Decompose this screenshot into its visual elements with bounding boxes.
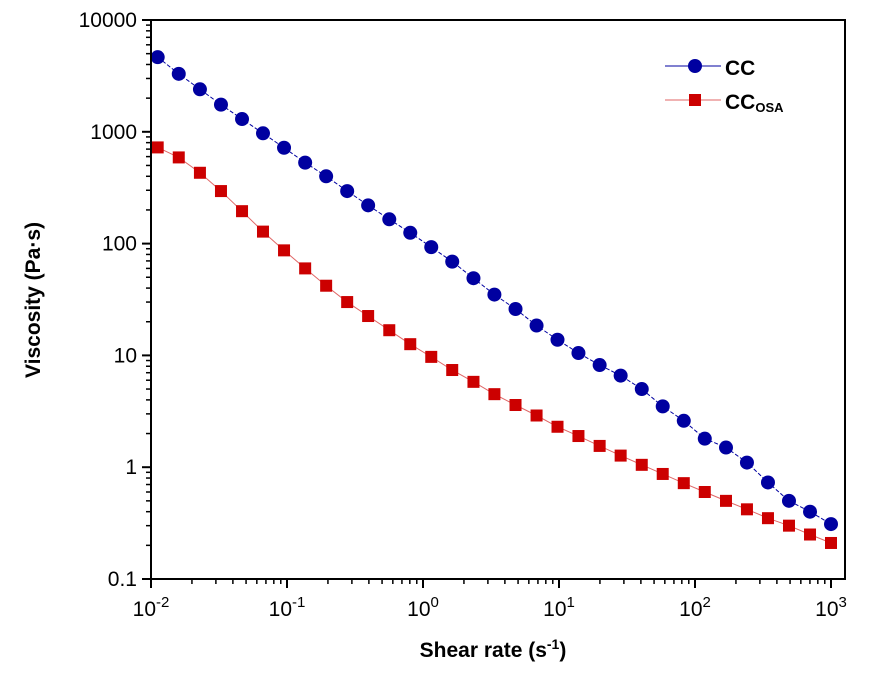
data-marks (150, 50, 838, 549)
cc-osa-data-point (614, 449, 627, 462)
cc-osa-data-point (825, 536, 837, 549)
cc-osa-data-point (383, 324, 396, 337)
x-axis-label-text: Shear rate (s (420, 639, 547, 662)
cc-data-point (382, 212, 397, 227)
x-tick-label: 10-1 (269, 594, 306, 621)
cc-data-point (298, 155, 313, 170)
cc-osa-data-point (404, 338, 417, 351)
y-tick-label: 10 (114, 344, 137, 367)
cc-osa-data-point (425, 350, 438, 363)
cc-osa-data-point (320, 279, 333, 292)
cc-osa-data-point (341, 296, 354, 309)
cc-osa-data-point (299, 262, 312, 275)
cc-osa-data-point (761, 512, 774, 525)
axes: 10-2 10-1 100 101 102 103 0.1 1 10 100 1000 10000 (79, 9, 847, 621)
cc-data-point (676, 413, 691, 428)
legend-label: CCOSA (725, 91, 784, 115)
cc-data-point (781, 493, 796, 508)
cc-data-point (697, 431, 712, 446)
y-tick-label: 1000 (90, 121, 137, 144)
cc-data-point (361, 198, 376, 213)
cc-osa-data-point (551, 420, 564, 433)
cc-data-point (466, 271, 481, 286)
x-tick-label: 10-2 (133, 594, 170, 621)
series-line-cc-osa (157, 146, 832, 544)
cc-data-point (718, 440, 733, 455)
x-tick-label: 102 (679, 594, 711, 621)
cc-osa-data-point (446, 364, 459, 377)
cc-data-point (508, 302, 523, 317)
cc-data-point (803, 504, 818, 519)
cc-osa-data-point (172, 151, 185, 164)
x-tick-label: 100 (407, 594, 439, 621)
cc-osa-data-point (488, 388, 501, 401)
y-tick-label: 10000 (79, 9, 137, 32)
cc-osa-data-point (362, 310, 375, 323)
cc-osa-data-point (677, 477, 690, 490)
cc-data-point (255, 126, 270, 141)
y-tick-label: 0.1 (108, 568, 137, 591)
cc-osa-data-point (278, 244, 291, 257)
cc-data-point (319, 169, 334, 184)
cc-data-point (445, 254, 460, 269)
cc-data-point (571, 346, 586, 361)
legend-square-marker (689, 94, 701, 106)
cc-osa-data-point (572, 430, 585, 443)
cc-osa-data-point (635, 458, 648, 471)
x-axis-label: Shear rate (s-1) (420, 636, 567, 662)
cc-data-point (403, 225, 418, 240)
cc-data-point (192, 82, 207, 97)
cc-data-point (487, 287, 502, 302)
cc-osa-data-point (698, 486, 711, 499)
cc-osa-data-point (509, 399, 522, 412)
cc-data-point (277, 140, 292, 155)
legend: CC CCOSA (665, 57, 784, 115)
cc-data-point (613, 368, 628, 383)
y-tick-label: 100 (102, 233, 137, 256)
x-tick-label: 103 (815, 594, 847, 621)
cc-osa-data-point (656, 467, 669, 480)
cc-data-point (150, 50, 165, 65)
cc-osa-data-point (214, 185, 227, 198)
x-axis-label-sup: -1 (547, 636, 560, 652)
x-axis-label-end: ) (559, 639, 566, 662)
cc-data-point (824, 517, 838, 532)
series-line-cc (157, 56, 832, 525)
x-tick-label: 101 (543, 594, 575, 621)
cc-osa-data-point (467, 375, 480, 388)
plot-frame (150, 19, 846, 580)
cc-data-point (739, 455, 754, 470)
y-axis-label: Viscosity (Pa·s) (22, 222, 45, 378)
cc-osa-data-point (236, 205, 249, 218)
cc-osa-data-point (530, 409, 543, 422)
cc-data-point (760, 475, 775, 490)
cc-osa-data-point (804, 528, 817, 541)
cc-data-point (340, 184, 355, 199)
cc-data-point (235, 112, 250, 127)
legend-label: CC (725, 57, 755, 80)
cc-data-point (634, 382, 649, 397)
cc-data-point (529, 318, 544, 333)
cc-data-point (655, 399, 670, 414)
cc-data-point (213, 97, 228, 112)
y-tick-label: 1 (125, 456, 137, 479)
cc-osa-data-point (193, 166, 206, 179)
cc-osa-data-point (782, 519, 795, 532)
cc-osa-data-point (593, 439, 606, 452)
cc-data-point (592, 358, 607, 373)
cc-data-point (171, 66, 186, 81)
cc-osa-data-point (256, 225, 269, 238)
legend-circle-marker (688, 59, 702, 73)
cc-data-point (550, 332, 565, 347)
cc-osa-data-point (151, 141, 164, 154)
cc-osa-data-point (719, 494, 732, 507)
cc-osa-data-point (740, 503, 753, 516)
cc-data-point (424, 240, 439, 255)
